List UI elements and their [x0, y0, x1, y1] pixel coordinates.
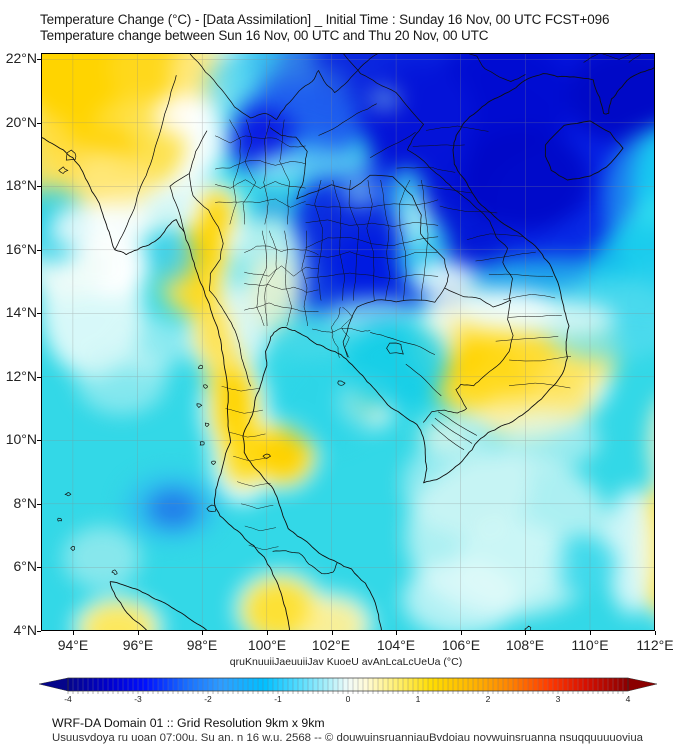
svg-text:3: 3	[556, 694, 561, 704]
svg-text:-4: -4	[64, 694, 72, 704]
svg-text:2: 2	[486, 694, 491, 704]
svg-text:4: 4	[626, 694, 631, 704]
svg-text:0: 0	[346, 694, 351, 704]
svg-text:-1: -1	[274, 694, 282, 704]
svg-text:-2: -2	[204, 694, 212, 704]
svg-text:-3: -3	[134, 694, 142, 704]
svg-text:1: 1	[416, 694, 421, 704]
